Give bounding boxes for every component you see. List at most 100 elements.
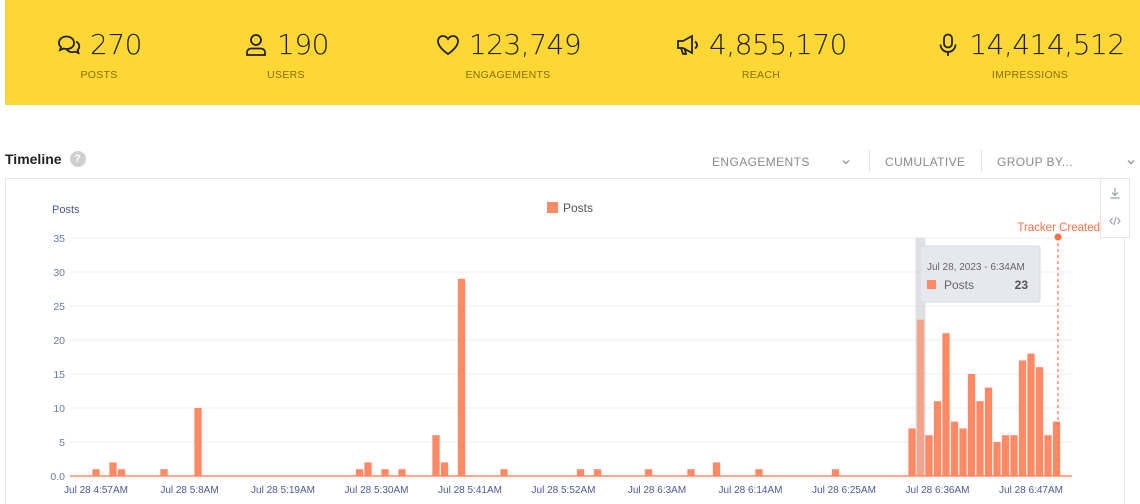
embed-code-icon[interactable] <box>1101 207 1129 235</box>
stat-label: IMPRESSIONS <box>991 69 1069 81</box>
x-tick-label: Jul 28 5:52AM <box>532 485 596 496</box>
legend-label: Posts <box>563 201 593 215</box>
bar[interactable] <box>644 469 653 476</box>
bar[interactable] <box>831 469 840 476</box>
group-by-dropdown[interactable]: GROUP BY... <box>997 155 1073 169</box>
x-tick-label: Jul 28 6:36AM <box>906 485 970 496</box>
bar[interactable] <box>381 469 389 476</box>
x-tick-label: Jul 28 6:25AM <box>812 485 876 496</box>
stat-label: POSTS <box>80 69 118 81</box>
y-tick-label: 15 <box>53 369 65 381</box>
bar[interactable] <box>1044 435 1052 476</box>
heart-icon <box>436 34 459 55</box>
x-tick-label: Jul 28 6:3AM <box>628 485 686 496</box>
bar[interactable] <box>457 278 466 476</box>
help-icon[interactable]: ? <box>69 151 86 167</box>
stat-label: ENGAGEMENTS <box>465 69 551 81</box>
x-tick-label: Jul 28 6:14AM <box>719 485 783 496</box>
stat-value: 14,414,512 <box>969 28 1125 61</box>
bar[interactable] <box>117 469 126 476</box>
divider <box>869 150 870 172</box>
stat-value: 4,855,170 <box>708 28 848 61</box>
stat-engagements[interactable]: 123,749 ENGAGEMENTS <box>423 28 593 81</box>
chevron-down-icon[interactable] <box>840 156 852 168</box>
stat-label: USERS <box>267 69 305 81</box>
tracker-created-dot <box>1054 233 1062 241</box>
stat-label: REACH <box>741 69 781 81</box>
bar[interactable] <box>967 374 976 476</box>
y-tick-label: 25 <box>53 301 65 313</box>
bar[interactable] <box>993 442 1001 476</box>
tooltip-swatch <box>927 280 936 289</box>
y-axis-ticks: 0.0 5 10 15 20 25 30 35 <box>50 233 65 483</box>
stat-value: 190 <box>277 28 329 61</box>
tracker-created-annotation: Tracker Created <box>1017 222 1100 476</box>
stat-posts[interactable]: 270 POSTS <box>39 28 159 81</box>
bar[interactable] <box>160 469 168 476</box>
bar[interactable] <box>432 435 440 476</box>
bar[interactable] <box>109 462 117 476</box>
bar[interactable] <box>984 387 993 476</box>
chat-bubbles-icon <box>58 35 81 55</box>
y-tick-label: 0.0 <box>50 471 65 483</box>
x-tick-label: Jul 28 5:19AM <box>251 485 315 496</box>
bar[interactable] <box>916 319 925 476</box>
bar[interactable] <box>1001 435 1010 476</box>
bar[interactable] <box>576 469 585 476</box>
stat-value: 123,749 <box>468 28 582 61</box>
x-tick-label: Jul 28 6:47AM <box>999 485 1063 496</box>
chart-container <box>5 178 1125 504</box>
stat-value: 270 <box>90 28 142 61</box>
bar[interactable] <box>1018 360 1027 476</box>
bar[interactable] <box>950 421 959 476</box>
x-tick-label: Jul 28 5:8AM <box>160 485 218 496</box>
y-tick-label: 35 <box>53 233 65 245</box>
bar[interactable] <box>908 428 916 476</box>
x-tick-label: Jul 28 4:57AM <box>64 485 128 496</box>
legend[interactable]: Posts <box>547 201 593 215</box>
bar[interactable] <box>500 469 508 476</box>
bar[interactable] <box>933 401 942 476</box>
tooltip-series: Posts <box>944 278 974 292</box>
chart-tooltip: Jul 28, 2023 - 6:34AM Posts 23 <box>919 245 1041 303</box>
cumulative-toggle[interactable]: CUMULATIVE <box>885 155 966 169</box>
bar[interactable] <box>440 462 449 476</box>
bar[interactable] <box>755 469 763 476</box>
legend-swatch <box>547 202 558 213</box>
bar[interactable] <box>942 333 950 476</box>
bar[interactable] <box>593 469 602 476</box>
stat-users[interactable]: 190 USERS <box>226 28 346 81</box>
tooltip-date: Jul 28, 2023 - 6:34AM <box>927 262 1025 273</box>
chevron-down-icon[interactable] <box>1125 156 1137 168</box>
bar[interactable] <box>398 469 406 476</box>
y-tick-label: 5 <box>59 437 65 449</box>
bar[interactable] <box>355 469 364 476</box>
bar[interactable] <box>687 469 695 476</box>
x-axis-ticks: Jul 28 4:57AM Jul 28 5:8AM Jul 28 5:19AM Ju… <box>64 485 1063 496</box>
y-tick-label: 30 <box>53 267 65 279</box>
bar[interactable] <box>1027 353 1035 476</box>
bar[interactable] <box>194 408 202 476</box>
bar[interactable] <box>364 462 372 476</box>
bar[interactable] <box>92 469 100 476</box>
bar[interactable] <box>1052 421 1061 476</box>
bar[interactable] <box>712 462 721 476</box>
y-tick-label: 10 <box>53 403 65 415</box>
microphone-icon <box>939 33 957 56</box>
stat-impressions[interactable]: 14,414,512 IMPRESSIONS <box>935 28 1125 81</box>
bar[interactable] <box>1010 435 1018 476</box>
metric-dropdown[interactable]: ENGAGEMENTS <box>712 155 810 169</box>
bar[interactable] <box>959 428 967 476</box>
y-tick-label: 20 <box>53 335 65 347</box>
download-icon[interactable] <box>1101 179 1129 207</box>
x-tick-label: Jul 28 5:41AM <box>438 485 502 496</box>
bar[interactable] <box>1035 367 1044 476</box>
divider <box>981 150 982 172</box>
user-icon <box>246 33 266 56</box>
bar[interactable] <box>925 435 933 476</box>
stat-reach[interactable]: 4,855,170 REACH <box>671 28 851 81</box>
bar[interactable] <box>976 401 984 476</box>
tracker-created-label: Tracker Created <box>1017 222 1100 234</box>
tooltip-box <box>919 245 1041 303</box>
